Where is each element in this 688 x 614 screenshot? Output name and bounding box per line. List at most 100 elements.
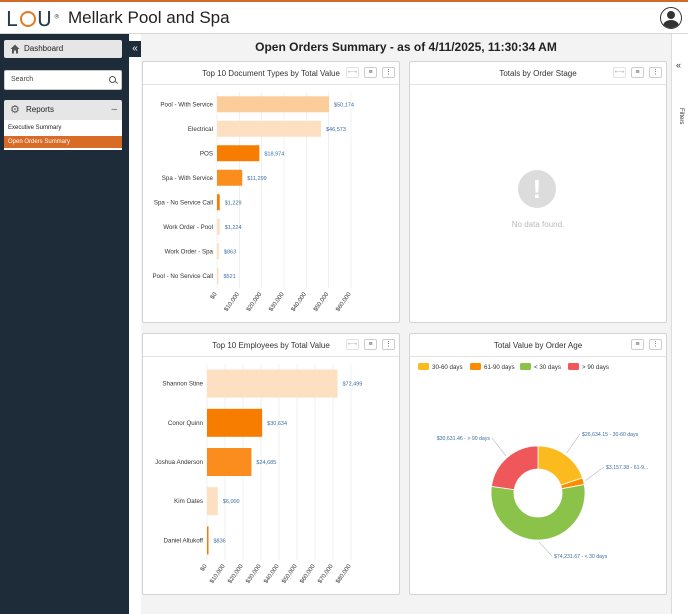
bar	[217, 145, 260, 162]
nav-dashboard[interactable]: Dashboard	[4, 40, 122, 58]
filter-icon[interactable]: ≡	[364, 339, 377, 350]
company-name: Mellark Pool and Spa	[68, 8, 230, 27]
leader-line	[566, 433, 581, 454]
panel-title: Top 10 Employees by Total Value	[212, 341, 330, 350]
user-circle-icon[interactable]	[660, 7, 682, 29]
data-label: $30,634	[267, 421, 287, 427]
x-tick-label: $0	[200, 563, 209, 572]
bar	[207, 526, 209, 555]
x-tick-label: $10,000	[209, 563, 227, 585]
data-label: $72,499	[342, 382, 362, 388]
legend-label: > 90 days	[582, 364, 609, 371]
slice-label: $30,631.46 - > 90 days	[437, 436, 491, 442]
expand-icon[interactable]: ⟷	[346, 339, 359, 350]
bar	[207, 448, 252, 476]
nav-executive-summary[interactable]: Executive Summary	[8, 125, 62, 131]
leader-line	[585, 466, 605, 481]
slice-label: $74,231.67 - < 30 days	[554, 554, 608, 560]
expand-icon[interactable]: ⟷	[346, 67, 359, 78]
legend-label: < 30 days	[534, 364, 561, 371]
nav-dashboard-label: Dashboard	[24, 44, 64, 53]
panel-title: Total Value by Order Age	[493, 341, 583, 350]
nav-reports[interactable]: ⚙ Reports –	[4, 100, 122, 120]
expand-icon[interactable]: ⟷	[613, 67, 626, 78]
x-tick-label: $10,000	[224, 291, 242, 313]
more-menu-icon[interactable]: ⋮	[649, 67, 662, 78]
more-menu-icon[interactable]: ⋮	[649, 339, 662, 350]
x-tick-label: $20,000	[227, 563, 245, 585]
panel-title: Totals by Order Stage	[499, 69, 577, 78]
legend-label: 61-90 days	[484, 364, 515, 371]
data-label: $1,229	[225, 200, 242, 206]
collapse-sidebar-icon[interactable]: «	[129, 41, 141, 57]
data-label: $11,299	[247, 176, 266, 182]
category-label: Electrical	[188, 126, 213, 133]
sidebar-search-input[interactable]: Search	[4, 70, 122, 90]
donut-slice	[490, 484, 586, 541]
data-label: $1,224	[225, 225, 242, 231]
nav-open-orders-summary[interactable]: Open Orders Summary	[4, 136, 122, 148]
category-label: Pool - With Service	[160, 101, 213, 108]
x-tick-label: $0	[210, 291, 219, 300]
search-icon[interactable]	[109, 76, 116, 83]
category-label: Joshua Anderson	[155, 459, 203, 466]
page-title: Open Orders Summary - as of 4/11/2025, 1…	[255, 40, 557, 54]
top-header: L U® Mellark Pool and Spa	[0, 0, 688, 34]
gear-icon: ⚙	[10, 104, 20, 116]
data-label: $836	[214, 538, 226, 544]
filters-label: Filters	[678, 108, 684, 125]
employees-chart: $0 $10,000 $20,000 $30,000 $40,000 $50,000 $60…	[155, 364, 362, 585]
bar	[217, 96, 330, 113]
data-label: $6,000	[223, 499, 240, 505]
data-label: $521	[224, 274, 236, 280]
panel-employees: Top 10 Employees by Total Value ⟷ ≡ ⋮ $0…	[142, 333, 400, 595]
filter-icon[interactable]: ≡	[631, 339, 644, 350]
search-placeholder: Search	[11, 76, 34, 83]
filters-panel-toggle[interactable]: « Filters	[671, 34, 688, 614]
bar	[217, 194, 220, 211]
filter-icon[interactable]: ≡	[364, 67, 377, 78]
x-tick-label: $60,000	[335, 291, 353, 313]
data-label: $50,174	[334, 102, 354, 108]
legend-swatch	[520, 363, 531, 370]
category-label: Work Order - Pool	[163, 224, 213, 231]
warning-icon: !	[518, 170, 556, 208]
category-label: Work Order - Spa	[165, 248, 214, 255]
panel-doc-types: Top 10 Document Types by Total Value ⟷ ≡…	[142, 61, 400, 323]
app-logo[interactable]: L U®	[6, 7, 60, 31]
x-tick-label: $50,000	[281, 563, 299, 585]
order-age-chart: 30-60 days 61-90 days < 30 days > 90 days $2…	[418, 363, 648, 560]
x-tick-label: $70,000	[317, 563, 335, 585]
expand-filters-icon[interactable]: «	[676, 60, 682, 70]
doc-types-chart: $0 $10,000 $20,000 $30,000 $40,000 $50,000 $60…	[152, 92, 354, 313]
more-menu-icon[interactable]: ⋮	[382, 339, 395, 350]
category-label: Daniel Altukoff	[164, 537, 204, 544]
bar	[217, 169, 243, 186]
x-tick-label: $30,000	[268, 291, 286, 313]
x-tick-label: $40,000	[291, 291, 309, 313]
bar	[217, 120, 322, 137]
legend-swatch	[470, 363, 481, 370]
more-menu-icon[interactable]: ⋮	[382, 67, 395, 78]
legend-label: 30-60 days	[432, 364, 463, 371]
x-tick-label: $60,000	[299, 563, 317, 585]
donut-slice	[491, 445, 539, 491]
bar	[207, 369, 338, 398]
data-label: $18,974	[264, 151, 284, 157]
x-tick-label: $40,000	[263, 563, 281, 585]
category-label: Kim Oates	[174, 498, 203, 505]
x-tick-label: $30,000	[245, 563, 263, 585]
reports-submenu: Executive Summary Open Orders Summary	[4, 120, 122, 150]
category-label: Shannon Stine	[162, 381, 203, 388]
category-label: Spa - No Service Call	[154, 199, 213, 206]
panel-order-age: Total Value by Order Age ≡ ⋮ 30-60 days 6…	[409, 333, 667, 595]
data-label: $46,573	[326, 127, 346, 133]
nav-reports-label: Reports	[26, 105, 55, 114]
home-icon	[10, 44, 20, 54]
filter-icon[interactable]: ≡	[631, 67, 644, 78]
collapse-minus-icon[interactable]: –	[111, 104, 117, 115]
panel-order-stage: Totals by Order Stage ⟷ ≡ ⋮ ! No data fo…	[409, 61, 667, 323]
data-label: $863	[224, 249, 236, 255]
bar	[217, 243, 219, 260]
bar	[207, 487, 218, 516]
